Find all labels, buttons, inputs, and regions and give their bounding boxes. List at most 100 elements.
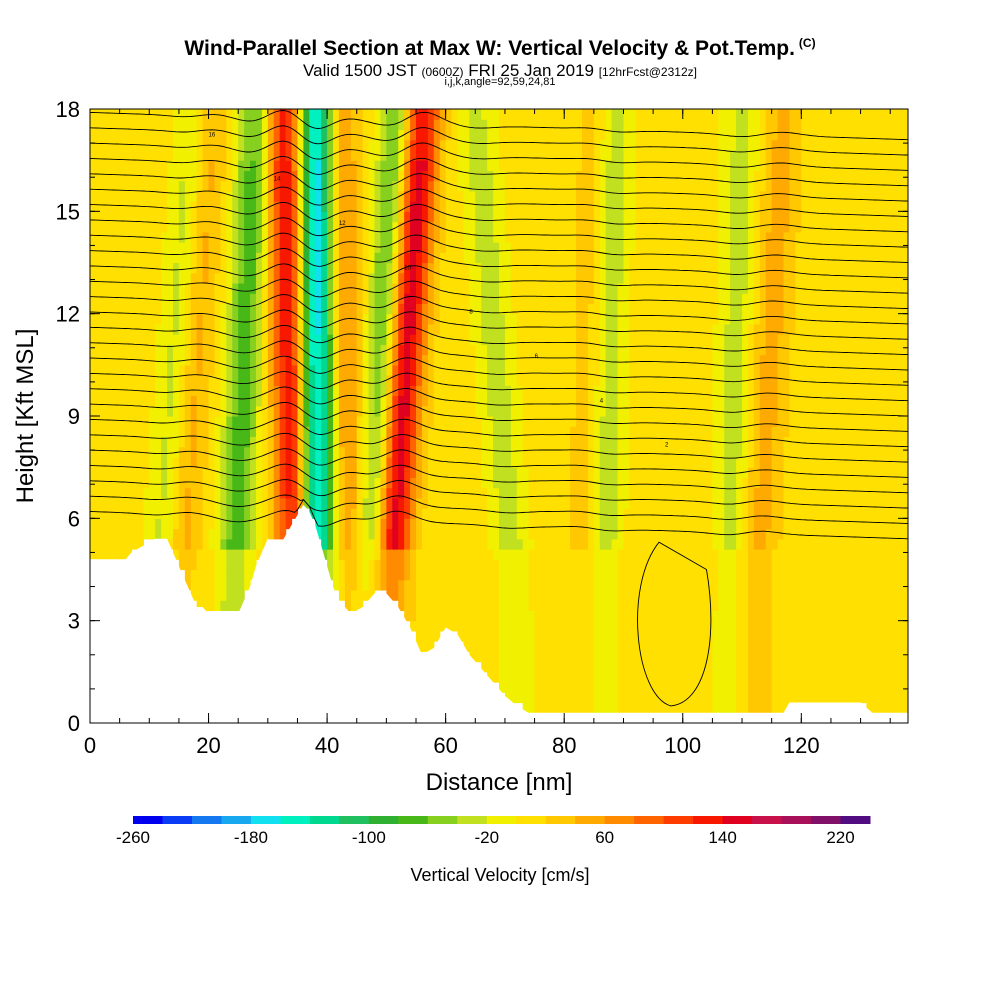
velocity-cell [528, 589, 536, 601]
velocity-cell [107, 242, 115, 253]
velocity-cell [558, 364, 565, 376]
velocity-cell [95, 446, 103, 458]
velocity-cell [172, 467, 180, 478]
velocity-cell [445, 395, 453, 407]
velocity-cell [119, 549, 127, 560]
velocity-cell [599, 149, 607, 161]
velocity-cell [445, 497, 453, 509]
velocity-cell [534, 579, 542, 591]
velocity-cell [321, 416, 328, 427]
velocity-cell [510, 405, 518, 417]
velocity-cell [611, 416, 619, 427]
velocity-cell [95, 252, 103, 264]
velocity-cell [647, 385, 654, 397]
velocity-cell [184, 508, 192, 519]
velocity-cell [504, 528, 512, 540]
velocity-cell [226, 569, 233, 581]
velocity-cell [155, 436, 162, 448]
velocity-cell [540, 190, 548, 202]
velocity-cell [564, 313, 571, 325]
velocity-cell [404, 477, 411, 489]
velocity-cell [653, 119, 660, 131]
velocity-cell [143, 467, 150, 478]
velocity-cell [368, 385, 376, 397]
velocity-cell [392, 231, 399, 243]
velocity-cell [629, 416, 636, 427]
velocity-cell [333, 446, 340, 458]
velocity-cell [576, 436, 583, 448]
velocity-cell [356, 528, 364, 540]
velocity-cell [599, 395, 607, 407]
velocity-cell [338, 334, 346, 345]
velocity-cell [350, 109, 358, 120]
velocity-cell [172, 416, 180, 427]
velocity-cell [552, 446, 559, 458]
velocity-cell [641, 702, 648, 714]
velocity-cell [244, 354, 251, 366]
velocity-cell [587, 119, 595, 131]
velocity-cell [576, 446, 583, 458]
velocity-cell [368, 354, 376, 366]
velocity-cell [581, 487, 589, 499]
velocity-cell [611, 405, 619, 417]
velocity-cell [433, 109, 441, 120]
velocity-cell [581, 477, 589, 489]
velocity-cell [629, 180, 636, 192]
velocity-cell [540, 477, 548, 489]
velocity-cell [546, 518, 553, 530]
velocity-cell [522, 477, 530, 489]
velocity-cell [95, 129, 103, 141]
velocity-cell [172, 518, 180, 530]
velocity-cell [576, 508, 583, 519]
velocity-cell [232, 405, 239, 417]
velocity-cell [593, 201, 601, 212]
velocity-cell [558, 129, 565, 141]
velocity-cell [635, 323, 642, 335]
velocity-cell [576, 282, 583, 294]
velocity-cell [327, 201, 334, 212]
velocity-cell [499, 661, 506, 673]
velocity-cell [416, 487, 423, 499]
velocity-cell [309, 334, 316, 345]
velocity-cell [178, 549, 186, 560]
velocity-cell [451, 477, 459, 489]
velocity-cell [439, 272, 447, 284]
velocity-cell [232, 334, 239, 345]
velocity-cell [155, 395, 162, 407]
velocity-cell [611, 272, 619, 284]
velocity-cell [475, 630, 482, 642]
velocity-cell [475, 508, 482, 519]
velocity-cell [587, 641, 595, 652]
velocity-cell [404, 416, 411, 427]
velocity-cell [617, 190, 625, 202]
velocity-cell [350, 139, 358, 151]
velocity-cell [457, 221, 465, 233]
velocity-cell [522, 528, 530, 540]
velocity-cell [641, 620, 648, 632]
velocity-cell [433, 446, 441, 458]
velocity-cell [540, 129, 548, 141]
velocity-cell [617, 303, 625, 315]
velocity-cell [659, 375, 666, 386]
velocity-cell [593, 426, 601, 438]
velocity-cell [427, 569, 435, 581]
velocity-cell [238, 201, 245, 212]
velocity-cell [510, 569, 518, 581]
velocity-cell [493, 190, 500, 202]
velocity-cell [653, 334, 660, 345]
velocity-cell [629, 170, 636, 182]
velocity-cell [570, 702, 577, 714]
velocity-cell [493, 272, 500, 284]
velocity-cell [143, 160, 150, 171]
velocity-cell [220, 231, 227, 243]
velocity-cell [605, 692, 613, 704]
velocity-cell [214, 160, 222, 171]
velocity-cell [487, 139, 494, 151]
velocity-cell [344, 252, 352, 264]
velocity-cell [101, 303, 109, 315]
velocity-cell [356, 180, 364, 192]
velocity-cell [570, 405, 577, 417]
velocity-cell [380, 569, 387, 581]
velocity-cell [587, 702, 595, 714]
velocity-cell [113, 252, 121, 264]
